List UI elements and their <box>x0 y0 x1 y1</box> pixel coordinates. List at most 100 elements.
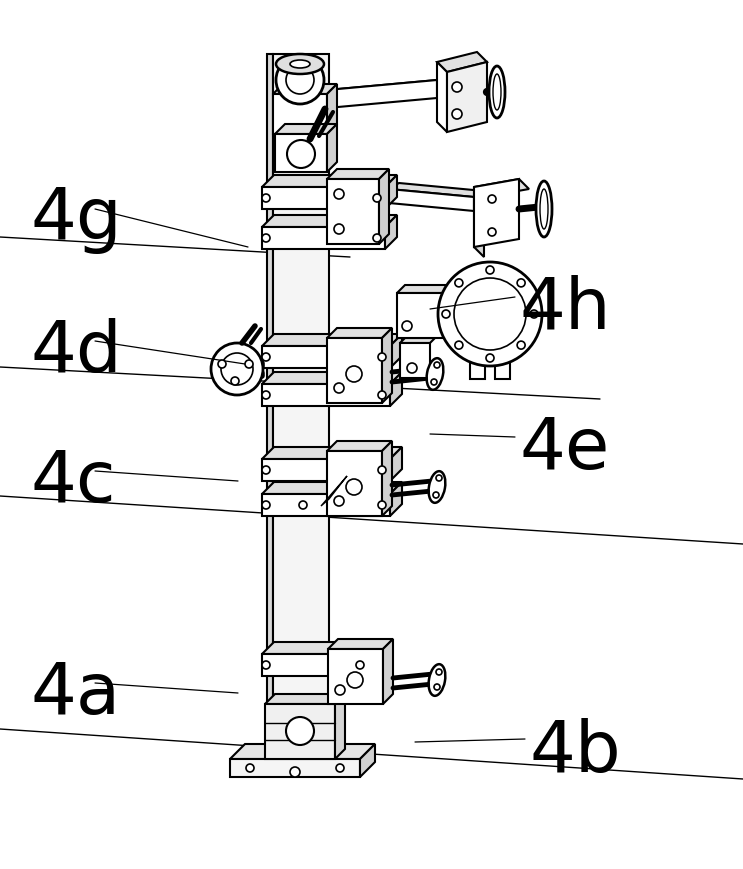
Ellipse shape <box>426 359 444 390</box>
Polygon shape <box>397 294 447 339</box>
Polygon shape <box>385 176 397 209</box>
Polygon shape <box>275 125 337 135</box>
Polygon shape <box>262 373 402 385</box>
Polygon shape <box>470 360 485 380</box>
Text: 4e: 4e <box>520 415 611 483</box>
Polygon shape <box>262 460 390 481</box>
Ellipse shape <box>489 67 505 119</box>
Circle shape <box>434 684 440 690</box>
Circle shape <box>452 83 462 93</box>
Circle shape <box>287 141 315 169</box>
Text: 4g: 4g <box>30 185 122 254</box>
Polygon shape <box>262 654 368 676</box>
Text: 4h: 4h <box>520 275 611 343</box>
Polygon shape <box>495 360 510 380</box>
Text: 4c: 4c <box>30 448 116 516</box>
Polygon shape <box>262 347 390 368</box>
Polygon shape <box>265 694 345 704</box>
Polygon shape <box>328 640 393 649</box>
Circle shape <box>245 361 253 368</box>
Polygon shape <box>335 694 345 760</box>
Polygon shape <box>327 81 437 109</box>
Circle shape <box>431 380 437 386</box>
Circle shape <box>436 475 442 481</box>
Polygon shape <box>390 448 402 481</box>
Polygon shape <box>230 760 360 777</box>
Circle shape <box>378 354 386 362</box>
Circle shape <box>262 354 270 362</box>
Circle shape <box>434 362 440 368</box>
Polygon shape <box>400 343 430 379</box>
Circle shape <box>335 686 345 695</box>
Circle shape <box>334 496 344 507</box>
Polygon shape <box>447 286 455 339</box>
Circle shape <box>262 467 270 474</box>
Circle shape <box>262 501 270 509</box>
Polygon shape <box>262 335 402 347</box>
Polygon shape <box>230 744 375 760</box>
Polygon shape <box>390 373 402 407</box>
Circle shape <box>334 225 344 235</box>
Polygon shape <box>474 188 484 258</box>
Ellipse shape <box>536 182 552 238</box>
Circle shape <box>231 377 239 386</box>
Polygon shape <box>262 448 402 460</box>
Polygon shape <box>400 339 435 343</box>
Polygon shape <box>273 85 337 95</box>
Circle shape <box>336 764 344 773</box>
Polygon shape <box>382 328 392 403</box>
Polygon shape <box>262 176 397 188</box>
Polygon shape <box>262 188 385 209</box>
Circle shape <box>436 669 442 675</box>
Polygon shape <box>327 169 389 180</box>
Polygon shape <box>262 385 390 407</box>
Circle shape <box>378 467 386 474</box>
Polygon shape <box>390 335 402 368</box>
Circle shape <box>517 342 525 349</box>
Circle shape <box>488 196 496 203</box>
Circle shape <box>218 361 226 368</box>
Polygon shape <box>262 228 385 249</box>
Ellipse shape <box>290 61 310 69</box>
Circle shape <box>530 310 538 319</box>
Circle shape <box>517 280 525 288</box>
Polygon shape <box>447 63 487 133</box>
Circle shape <box>433 493 439 499</box>
Circle shape <box>262 661 270 669</box>
Polygon shape <box>327 328 392 339</box>
Text: 4a: 4a <box>30 660 120 728</box>
Circle shape <box>334 189 344 200</box>
Circle shape <box>221 354 253 386</box>
Circle shape <box>211 343 263 395</box>
Circle shape <box>438 262 542 367</box>
Circle shape <box>356 661 364 669</box>
Polygon shape <box>328 649 383 704</box>
Polygon shape <box>389 183 484 198</box>
Circle shape <box>378 392 386 400</box>
Polygon shape <box>327 180 379 245</box>
Polygon shape <box>275 135 327 173</box>
Circle shape <box>347 673 363 688</box>
Circle shape <box>262 392 270 400</box>
Polygon shape <box>262 494 390 516</box>
Polygon shape <box>327 85 337 135</box>
Circle shape <box>290 767 300 777</box>
Circle shape <box>262 195 270 202</box>
Polygon shape <box>327 81 447 101</box>
Circle shape <box>373 235 381 242</box>
Circle shape <box>286 717 314 745</box>
Ellipse shape <box>540 189 548 229</box>
Polygon shape <box>327 339 382 403</box>
Polygon shape <box>327 452 382 516</box>
Circle shape <box>334 383 344 394</box>
Ellipse shape <box>429 472 445 503</box>
Circle shape <box>346 480 362 495</box>
Circle shape <box>455 342 463 349</box>
Circle shape <box>299 501 307 509</box>
Polygon shape <box>360 744 375 777</box>
Circle shape <box>346 367 362 382</box>
Circle shape <box>486 267 494 275</box>
Polygon shape <box>267 55 273 760</box>
Polygon shape <box>385 216 397 249</box>
Polygon shape <box>265 704 335 760</box>
